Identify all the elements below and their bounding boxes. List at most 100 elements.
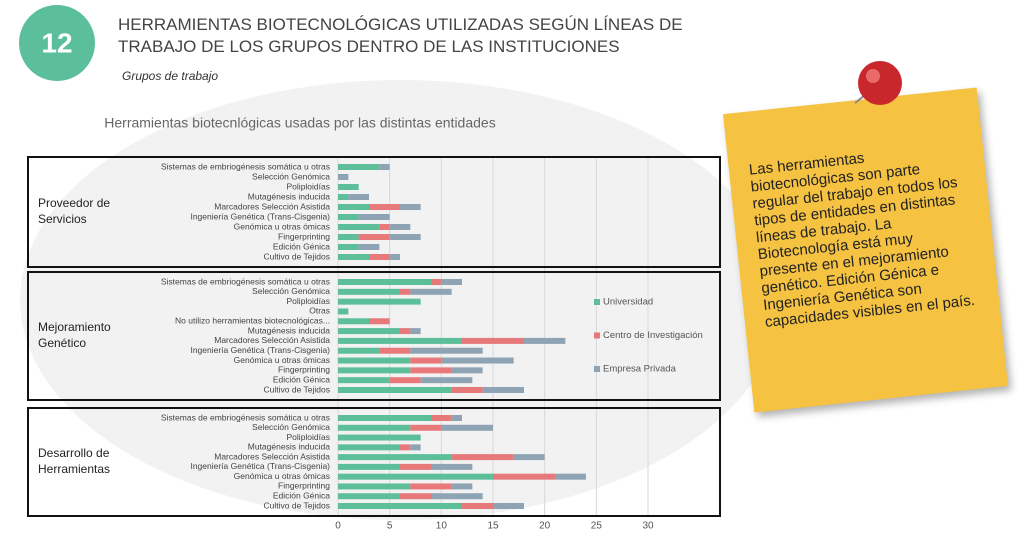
- category-label: Fingerprinting: [278, 231, 330, 241]
- bar-segment: [338, 318, 369, 325]
- bar-segment: [338, 254, 369, 260]
- bar-segment: [338, 288, 400, 295]
- bar-segment: [338, 483, 411, 490]
- bar-segment: [410, 328, 421, 335]
- bar-segment: [338, 463, 400, 470]
- bar-segment: [338, 454, 452, 461]
- bar-segment: [451, 367, 483, 374]
- category-label: Cultivo de Tejidos: [264, 384, 330, 394]
- x-tick-label: 25: [591, 521, 603, 532]
- bar-segment: [400, 288, 411, 295]
- bar-segment: [410, 424, 442, 431]
- bar-segment: [555, 473, 586, 480]
- bar-segment: [338, 434, 421, 441]
- bar-segment: [431, 493, 483, 500]
- bar-segment: [379, 164, 390, 170]
- category-label: No utilizo herramientas biotecnológicas.…: [175, 316, 330, 326]
- bar-segment: [462, 503, 493, 509]
- category-label: Edición Génica: [273, 241, 330, 251]
- bar-segment: [348, 194, 369, 200]
- x-tick-label: 0: [335, 521, 341, 532]
- group-box: [27, 156, 721, 268]
- bar-segment: [513, 454, 545, 461]
- category-label: Poliploidías: [287, 296, 330, 306]
- category-label: Edición Génica: [273, 374, 330, 384]
- x-tick-label: 15: [487, 521, 499, 532]
- group-label: Proveedor de Servicios: [38, 196, 110, 226]
- bar-segment: [431, 415, 452, 421]
- category-label: Poliploidías: [287, 181, 330, 191]
- bar-segment: [338, 224, 380, 230]
- bar-segment: [338, 503, 462, 509]
- bar-segment: [338, 473, 493, 480]
- bar-segment: [410, 444, 421, 451]
- category-label: Mutagénesis inducida: [248, 325, 330, 335]
- bar-segment: [358, 214, 390, 220]
- note: Las herramientas biotecnológicas son par…: [723, 87, 1008, 413]
- group-box: [27, 271, 721, 401]
- bar-segment: [338, 214, 359, 220]
- bar-segment: [400, 328, 411, 335]
- bar-segment: [358, 234, 390, 240]
- legend-label: Centro de Investigación: [603, 330, 703, 341]
- bar-segment: [338, 493, 400, 500]
- number-badge: [19, 5, 95, 81]
- bar-segment: [410, 483, 452, 490]
- bar-segment: [338, 377, 390, 384]
- bar-segment: [338, 244, 359, 250]
- category-label: Genómica u otras ómicas: [234, 355, 330, 365]
- bar-segment: [338, 347, 380, 354]
- category-label: Mutagénesis inducida: [248, 442, 330, 452]
- category-label: Marcadores Selección Asistida: [214, 335, 330, 345]
- bar-segment: [482, 387, 524, 393]
- category-label: Poliploidías: [287, 432, 330, 442]
- pin: [854, 61, 902, 105]
- page-title: HERRAMIENTAS BIOTECNOLÓGICAS UTILIZADAS …: [118, 15, 683, 56]
- x-tick-label: 5: [387, 521, 393, 532]
- category-label: Otras: [309, 306, 330, 316]
- category-label: Ingeniería Genética (Trans-Cisgenia): [190, 345, 330, 355]
- bar-segment: [338, 174, 349, 180]
- bar-segment: [389, 224, 411, 230]
- legend-swatch: [594, 299, 600, 305]
- bar-segment: [338, 337, 462, 344]
- group-label: Mejoramiento Genético: [38, 320, 111, 350]
- category-label: Marcadores Selección Asistida: [214, 451, 330, 461]
- category-label: Fingerprinting: [278, 481, 330, 491]
- bar-segment: [338, 234, 359, 240]
- category-label: Cultivo de Tejidos: [264, 251, 330, 261]
- legend-swatch: [594, 366, 600, 372]
- bar-segment: [369, 318, 390, 325]
- bar-segment: [338, 204, 369, 210]
- category-label: Selección Genómica: [252, 286, 330, 296]
- category-label: Ingeniería Genética (Trans-Cisgenia): [190, 211, 330, 221]
- category-label: Sistemas de embriogénesis somática u otr…: [161, 276, 330, 286]
- bar-segment: [400, 463, 431, 470]
- bar-segment: [369, 254, 390, 260]
- bar-segment: [338, 184, 359, 190]
- legend-swatch: [594, 332, 600, 339]
- bar-segment: [400, 444, 411, 451]
- bar-segment: [379, 347, 411, 354]
- bar-segment: [338, 424, 411, 431]
- bar-segment: [431, 463, 473, 470]
- bar-segment: [338, 308, 349, 315]
- bar-segment: [338, 279, 431, 285]
- category-label: Genómica u otras ómicas: [234, 221, 330, 231]
- bar-segment: [369, 204, 400, 210]
- category-label: Selección Genómica: [252, 171, 330, 181]
- group-label: Desarrollo de Herramientas: [38, 446, 110, 476]
- x-tick-label: 10: [436, 521, 448, 532]
- category-label: Cultivo de Tejidos: [264, 500, 330, 510]
- bar-segment: [462, 337, 524, 344]
- bar-segment: [410, 288, 452, 295]
- x-tick-label: 30: [642, 521, 654, 532]
- bar-segment: [379, 224, 390, 230]
- bar-segment: [451, 415, 462, 421]
- bar-segment: [493, 473, 555, 480]
- bar-segment: [451, 483, 473, 490]
- bar-segment: [410, 367, 452, 374]
- bar-segment: [389, 377, 421, 384]
